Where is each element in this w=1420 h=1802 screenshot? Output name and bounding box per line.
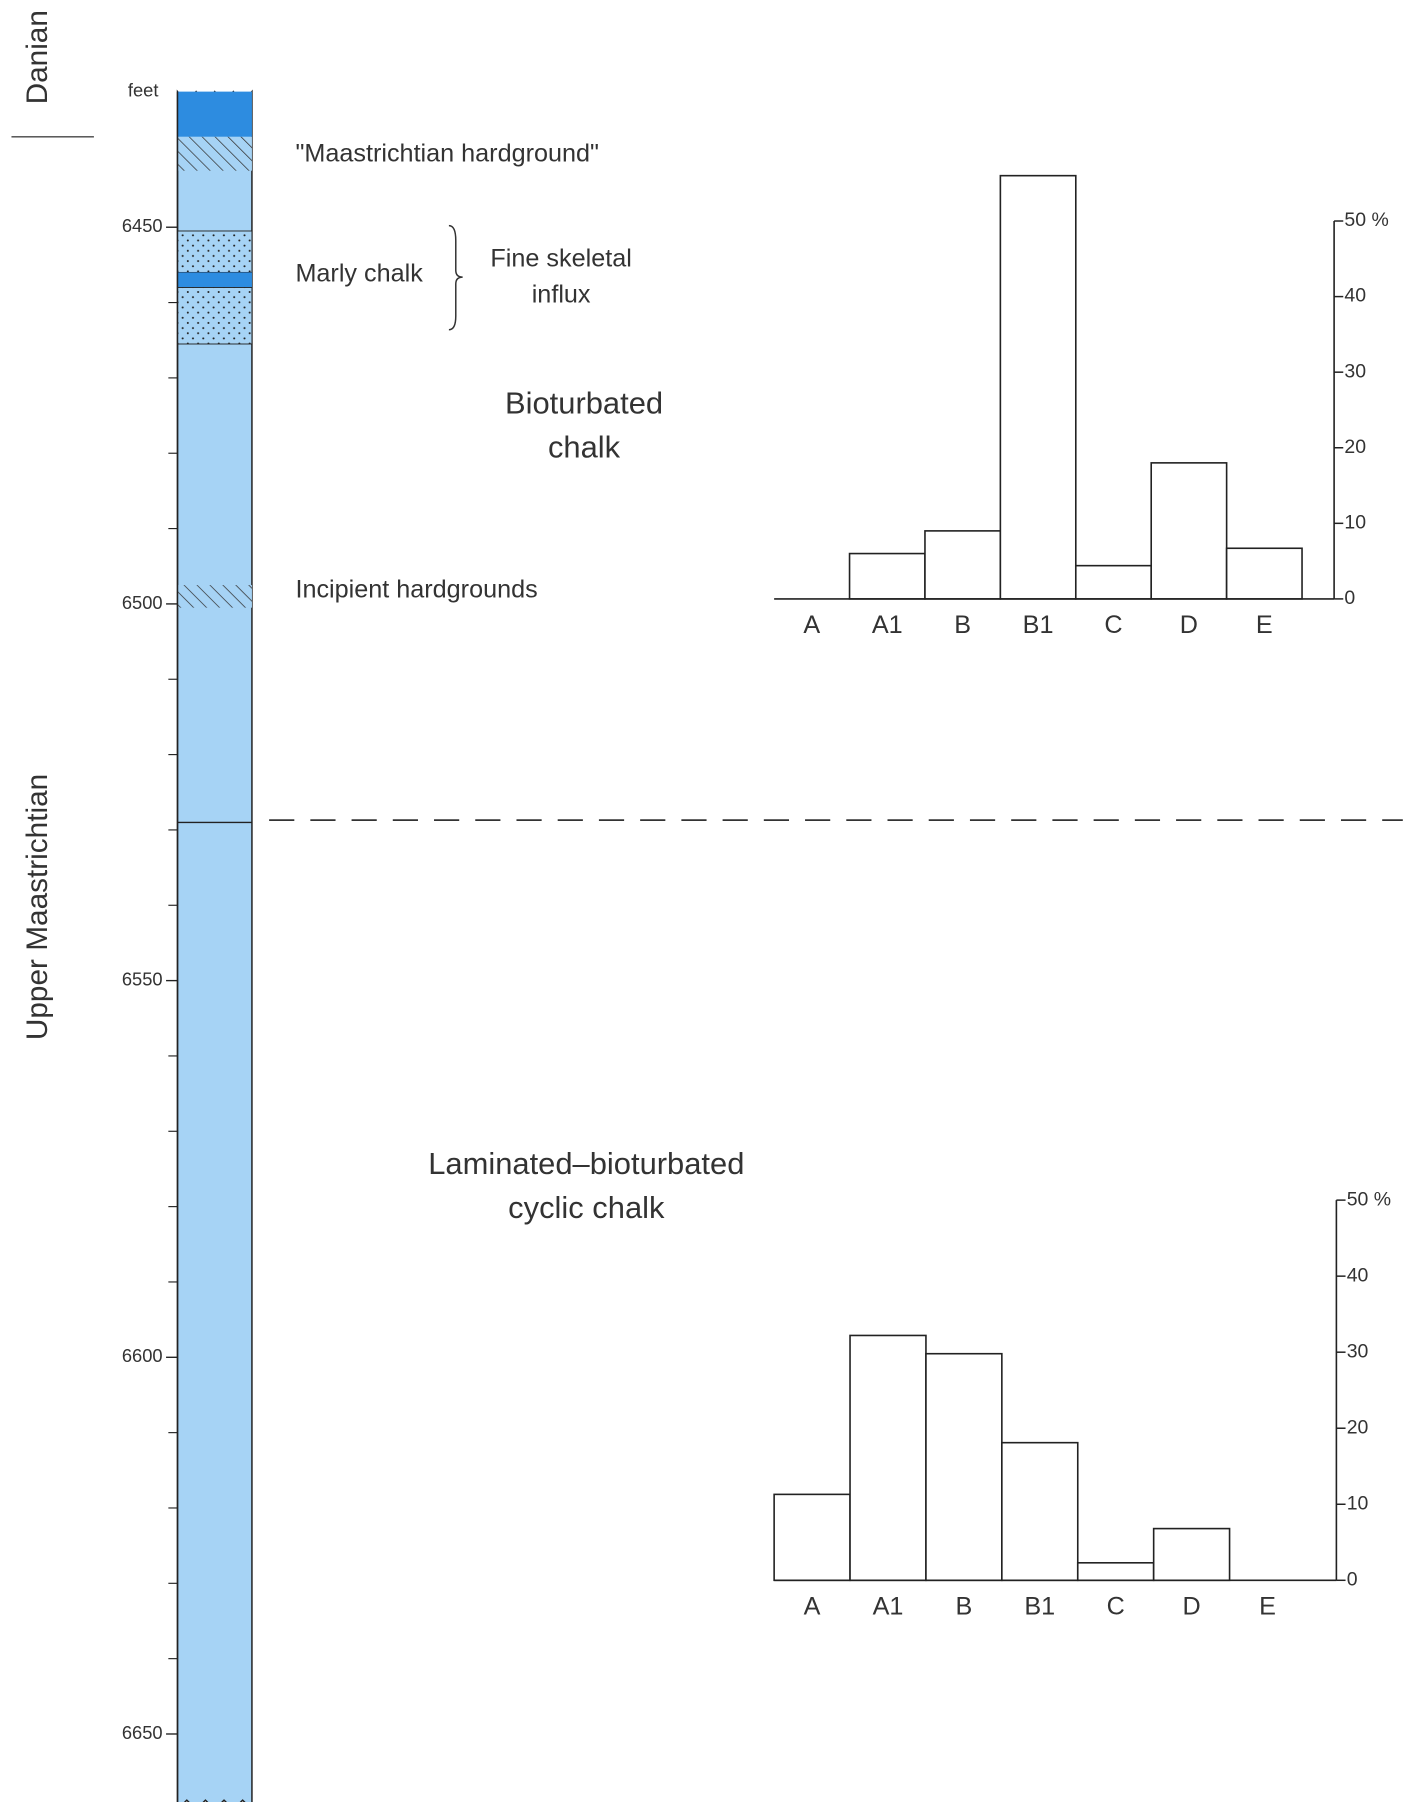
bar bbox=[1001, 1441, 1079, 1582]
bar bbox=[849, 1334, 927, 1582]
y-tick-label: 10 bbox=[1347, 1492, 1369, 1514]
bar bbox=[1076, 1562, 1155, 1582]
x-tick-label: B1 bbox=[1023, 611, 1054, 639]
layer bbox=[177, 91, 252, 137]
y-tick-label: 40 bbox=[1344, 285, 1366, 307]
bar bbox=[1225, 547, 1303, 600]
y-tick-label: 30 bbox=[1347, 1340, 1369, 1362]
bar bbox=[1074, 564, 1153, 600]
y-tick-label: 30 bbox=[1344, 360, 1366, 382]
annotation: influx bbox=[532, 280, 591, 308]
x-tick-label: D bbox=[1180, 611, 1198, 639]
annotation: "Maastrichtian hardground" bbox=[295, 139, 599, 167]
y-tick-label: 40 bbox=[1347, 1264, 1369, 1286]
x-tick-label: A1 bbox=[873, 1592, 904, 1620]
axis-label: feet bbox=[128, 79, 159, 100]
y-tick-label: 0 bbox=[1344, 587, 1355, 609]
annotation: cyclic chalk bbox=[508, 1190, 665, 1225]
layer bbox=[177, 287, 253, 345]
x-tick-label: E bbox=[1256, 611, 1273, 639]
y-tick-label: 6500 bbox=[122, 592, 163, 613]
y-tick-label: 6650 bbox=[122, 1722, 163, 1743]
column-body bbox=[176, 89, 253, 1802]
x-tick-label: A bbox=[804, 1592, 821, 1620]
x-tick-label: E bbox=[1259, 1592, 1276, 1620]
annotation: Fine skeletal bbox=[490, 245, 631, 273]
y-tick-label: 10 bbox=[1344, 511, 1366, 533]
annotation: Bioturbated bbox=[505, 386, 663, 421]
x-tick-label: C bbox=[1104, 611, 1122, 639]
x-tick-label: B bbox=[954, 611, 971, 639]
layer bbox=[177, 272, 252, 288]
annotation: Incipient hardgrounds bbox=[295, 576, 537, 604]
layer bbox=[177, 585, 252, 608]
bar bbox=[925, 1352, 1003, 1582]
x-tick-label: A bbox=[803, 611, 820, 639]
x-tick-label: A1 bbox=[872, 611, 903, 639]
bar bbox=[1150, 462, 1228, 600]
bar bbox=[773, 1493, 851, 1582]
bar bbox=[848, 552, 926, 600]
stage-label: Upper Maastrichtian bbox=[21, 774, 54, 1040]
annotation: Laminated–bioturbated bbox=[428, 1146, 744, 1181]
layer bbox=[177, 136, 252, 171]
x-tick-label: D bbox=[1183, 1592, 1201, 1620]
y-tick-label: 6450 bbox=[122, 215, 163, 236]
x-tick-label: B1 bbox=[1024, 1592, 1055, 1620]
y-tick-label: 20 bbox=[1344, 436, 1366, 458]
bar bbox=[1152, 1527, 1231, 1582]
y-tick-label: 20 bbox=[1347, 1416, 1369, 1438]
y-tick-label: 50 % bbox=[1347, 1188, 1391, 1210]
x-tick-label: B bbox=[955, 1592, 972, 1620]
x-tick-label: C bbox=[1107, 1592, 1125, 1620]
stage-label: Danian bbox=[21, 10, 54, 104]
annotation: Marly chalk bbox=[295, 259, 423, 287]
y-tick-label: 6600 bbox=[122, 1345, 163, 1366]
bar bbox=[999, 174, 1077, 600]
annotation: chalk bbox=[548, 429, 621, 464]
y-tick-label: 50 % bbox=[1344, 209, 1388, 231]
y-tick-label: 6550 bbox=[122, 968, 163, 989]
y-tick-label: 0 bbox=[1347, 1568, 1358, 1590]
layer bbox=[177, 230, 253, 273]
brace bbox=[448, 224, 463, 331]
bar bbox=[924, 530, 1002, 600]
